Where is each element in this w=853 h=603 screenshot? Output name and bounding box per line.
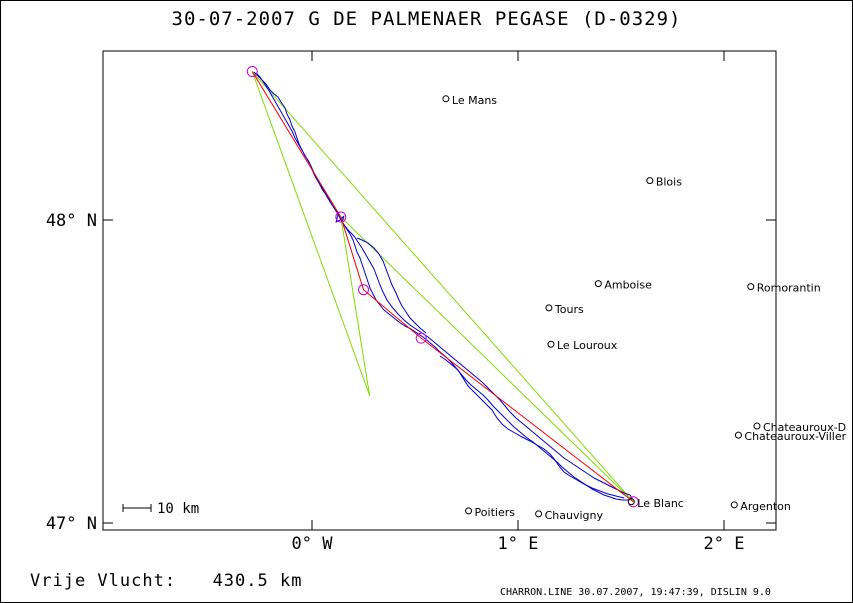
y-axis: 48° N 47° N bbox=[46, 211, 776, 534]
credits-line: CHARRON.LINE 30.07.2007, 19:47:39, DISLI… bbox=[500, 587, 771, 598]
city-label: Chauvigny bbox=[545, 509, 604, 522]
fai-leg-3 bbox=[340, 216, 634, 503]
free-flight-value: 430.5 km bbox=[212, 571, 303, 591]
city-markers: Le Mans Blois Amboise Romorantin Tours Le Lou… bbox=[442, 94, 847, 522]
plot-frame bbox=[102, 50, 777, 531]
city-label: Tours bbox=[554, 303, 584, 316]
city-marker bbox=[594, 280, 602, 288]
city-marker bbox=[734, 431, 742, 439]
y-tick-label-47: 47° N bbox=[46, 514, 97, 534]
city-label: Le Blanc bbox=[637, 497, 684, 510]
city-label: Le Mans bbox=[452, 94, 497, 107]
fai-triangle bbox=[251, 71, 634, 503]
city-marker bbox=[547, 340, 555, 348]
city-label: Chateauroux-Viller bbox=[744, 430, 846, 443]
city-marker bbox=[730, 501, 738, 509]
city-label: Argenton bbox=[740, 500, 791, 513]
x-axis: 0° W 1° E 2° E bbox=[292, 51, 745, 554]
city-label: Romorantin bbox=[757, 282, 821, 295]
x-tick-label-1: 1° E bbox=[498, 534, 539, 554]
x-tick-label-2: 2° E bbox=[704, 534, 745, 554]
city-marker bbox=[646, 177, 654, 185]
page-title: 30-07-2007 G DE PALMENAER PEGASE (D-0329… bbox=[171, 8, 682, 30]
track-line-detail bbox=[356, 237, 625, 499]
y-tick-label-48: 48° N bbox=[46, 211, 97, 231]
fai-leg-2 bbox=[340, 216, 371, 396]
free-flight-distance: Vrije Vlucht: 430.5 km bbox=[30, 571, 302, 591]
scale-bar: 10 km bbox=[122, 501, 199, 517]
city-marker bbox=[442, 95, 450, 103]
city-label: Chateauroux-D bbox=[763, 421, 846, 434]
turnpoint-marker-3 bbox=[415, 332, 427, 344]
task-line bbox=[251, 71, 634, 503]
fai-leg-0 bbox=[251, 71, 634, 503]
city-marker bbox=[753, 422, 761, 430]
fai-leg-1 bbox=[251, 71, 371, 396]
x-tick-label-0: 0° W bbox=[292, 534, 334, 554]
free-flight-label: Vrije Vlucht: bbox=[30, 571, 177, 591]
city-label: Poitiers bbox=[475, 506, 516, 519]
turnpoint-marker-0 bbox=[246, 66, 258, 78]
city-label: Blois bbox=[656, 176, 682, 189]
city-marker bbox=[747, 283, 755, 291]
city-label: Amboise bbox=[604, 279, 652, 292]
turnpoint-marker-2 bbox=[358, 284, 369, 296]
turnpoints bbox=[246, 66, 639, 508]
city-marker bbox=[535, 510, 543, 518]
city-marker bbox=[465, 507, 473, 515]
city-marker bbox=[545, 304, 553, 312]
turnpoint-marker-1 bbox=[335, 211, 347, 223]
city-label: Le Louroux bbox=[557, 339, 618, 352]
scale-bar-label: 10 km bbox=[157, 501, 199, 517]
city-marker bbox=[627, 498, 635, 506]
